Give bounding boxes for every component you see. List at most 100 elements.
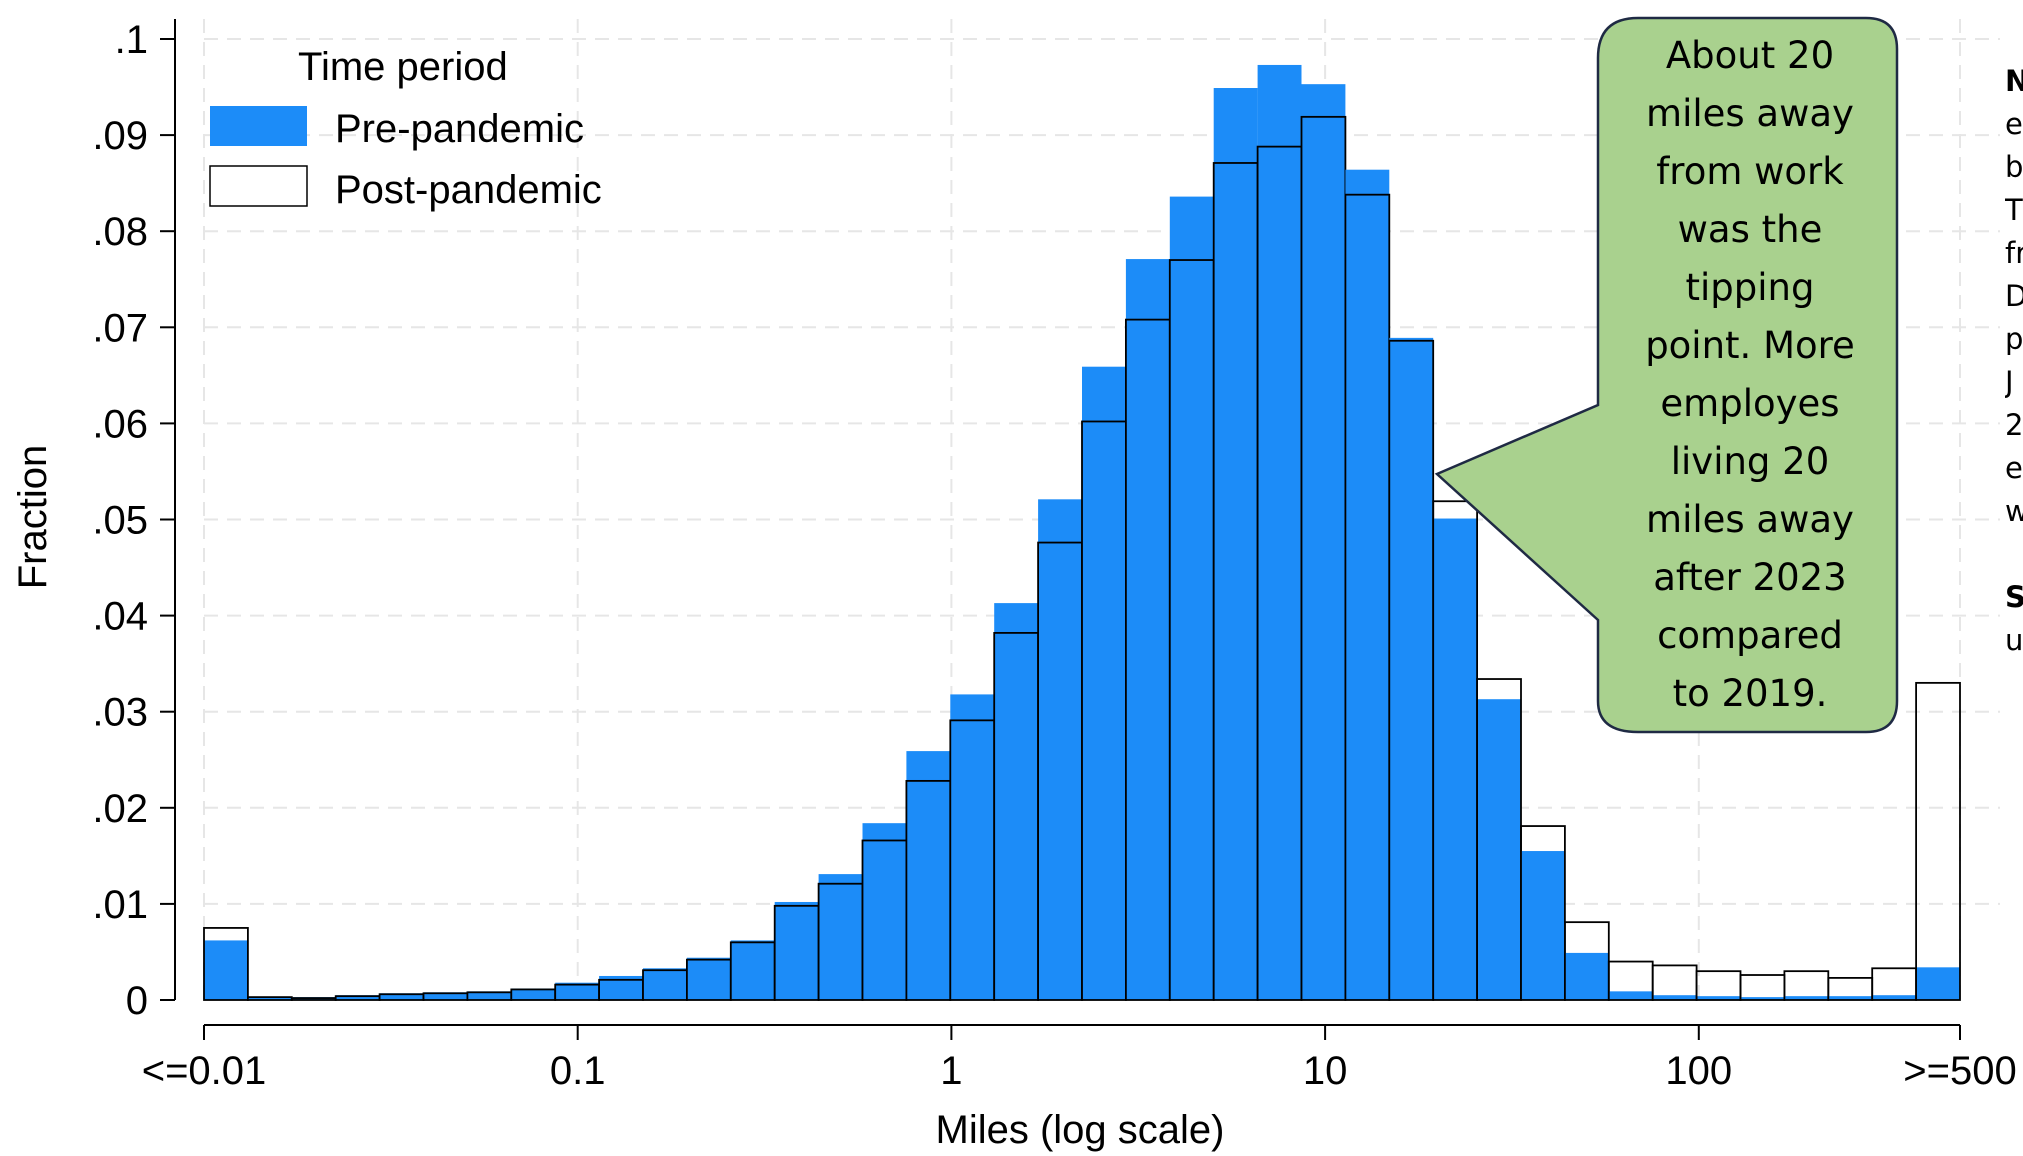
legend-title: Time period	[298, 45, 508, 89]
bar-pre-13	[774, 901, 819, 1000]
bar-pre-28	[1433, 518, 1478, 1000]
bar-pre-11	[686, 957, 731, 1000]
y-tick-labels: 0 .01 .02 .03 .04 .05 .06 .07 .08 .09 .1	[92, 18, 148, 1023]
bar-post-36	[1783, 970, 1830, 1001]
callout-bubble	[1434, 16, 1899, 734]
y-tick-label-10: .1	[115, 18, 148, 62]
bar-pre-7	[511, 988, 556, 1000]
note-line: D	[2005, 279, 2023, 313]
bar-pre-30	[1521, 851, 1565, 1000]
bar-post-30	[1520, 825, 1566, 1001]
bar-pre-5	[423, 992, 468, 1000]
y-tick-label-6: .06	[92, 402, 148, 446]
bar-pre-18	[994, 603, 1039, 1000]
legend-label-post: Post-pandemic	[335, 168, 602, 212]
bar-pre-33	[1652, 995, 1697, 1000]
bar-pre-26	[1345, 169, 1390, 1001]
bar-pre-0	[204, 940, 248, 1000]
y-tick-label-0: 0	[126, 979, 148, 1023]
bar-post-0	[203, 927, 249, 1001]
bar-pre-15	[862, 823, 907, 1000]
legend-label-pre: Pre-pandemic	[335, 107, 584, 151]
y-tick-label-5: .05	[92, 499, 148, 543]
note-line: b	[2005, 150, 2023, 184]
bar-pre-20	[1082, 366, 1126, 1000]
bar-post-35	[1739, 974, 1786, 1001]
bar-post-33	[1651, 964, 1698, 1001]
note-line: J	[2005, 365, 2014, 399]
bar-pre-19	[1038, 499, 1082, 1000]
x-tick-label-3: 10	[1303, 1049, 1348, 1093]
callout-line: after 2023	[1653, 556, 1847, 599]
note-line: e	[2005, 107, 2023, 141]
callout-line: was the	[1677, 208, 1823, 251]
bar-pre-21	[1125, 259, 1170, 1001]
x-tick-label-5: >=500	[1903, 1049, 2016, 1093]
y-tick-label-2: .02	[92, 787, 148, 831]
y-tick-label-7: .07	[92, 306, 148, 350]
bar-pre-35	[1740, 997, 1785, 1000]
note-line	[2005, 533, 2023, 576]
note-line: p	[2005, 322, 2023, 356]
note-line: N	[2005, 64, 2023, 98]
bars	[203, 64, 1961, 1001]
callout-line: point. More	[1645, 324, 1855, 367]
callout-line: compared	[1657, 614, 1843, 657]
callout-line: miles away	[1646, 92, 1854, 135]
bar-pre-6	[467, 991, 512, 1000]
bar-pre-25	[1301, 84, 1346, 1001]
legend: Time period Pre-pandemic Post-pandemic	[209, 45, 602, 212]
y-tick-label-9: .09	[92, 114, 148, 158]
bar-pre-39	[1916, 967, 1960, 1000]
y-axis-title: Fraction	[11, 445, 55, 590]
x-axis-title: Miles (log scale)	[936, 1108, 1225, 1152]
callout-line: employes	[1660, 382, 1840, 425]
bar-pre-27	[1389, 337, 1434, 1001]
bar-post-34	[1695, 970, 1742, 1001]
callout-line: About 20	[1665, 34, 1835, 77]
note-line: e	[2005, 451, 2023, 485]
bar-pre-22	[1169, 196, 1214, 1000]
bar-pre-31	[1564, 952, 1609, 1000]
note-line: 2	[2005, 408, 2023, 442]
legend-swatch-post	[209, 165, 308, 207]
axes	[160, 19, 1961, 1040]
bar-pre-1	[247, 997, 292, 1000]
x-tick-label-2: 1	[940, 1049, 962, 1093]
y-tick-label-8: .08	[92, 210, 148, 254]
bar-pre-34	[1696, 996, 1741, 1000]
bar-pre-32	[1608, 991, 1653, 1000]
bar-pre-17	[950, 694, 995, 1000]
note-line: S	[2005, 580, 2023, 614]
bar-pre-10	[643, 968, 687, 1000]
bar-pre-23	[1213, 88, 1258, 1001]
note-line: w	[2005, 494, 2023, 528]
y-tick-label-4: .04	[92, 595, 148, 639]
bar-pre-38	[1872, 995, 1917, 1000]
x-tick-labels: <=0.01 0.1 1 10 100 >=500	[142, 1049, 2017, 1093]
legend-swatch-pre	[210, 106, 307, 146]
x-tick-label-4: 100	[1665, 1049, 1732, 1093]
bar-pre-12	[730, 940, 775, 1000]
callout-line: tipping	[1685, 266, 1815, 309]
bar-pre-16	[906, 751, 951, 1000]
bar-pre-37	[1828, 996, 1873, 1000]
callout-line: from work	[1656, 150, 1844, 193]
y-tick-label-3: .03	[92, 691, 148, 735]
bar-pre-3	[335, 995, 380, 1000]
note-line: T	[2005, 193, 2023, 227]
bar-pre-8	[555, 982, 600, 1000]
bar-pre-4	[379, 993, 424, 1000]
callout-line: to 2019.	[1672, 672, 1828, 715]
callout-line: living 20	[1670, 440, 1830, 483]
bar-post-39	[1915, 681, 1961, 1001]
bar-pre-36	[1784, 996, 1829, 1000]
callout-line: miles away	[1646, 498, 1854, 541]
callout-text: About 20 miles away from work was the tippin…	[1600, 18, 1900, 732]
note-line: fr	[2005, 236, 2023, 270]
x-tick-label-0: <=0.01	[142, 1049, 267, 1093]
x-tick-label-1: 0.1	[550, 1049, 606, 1093]
bar-pre-24	[1257, 64, 1302, 1000]
